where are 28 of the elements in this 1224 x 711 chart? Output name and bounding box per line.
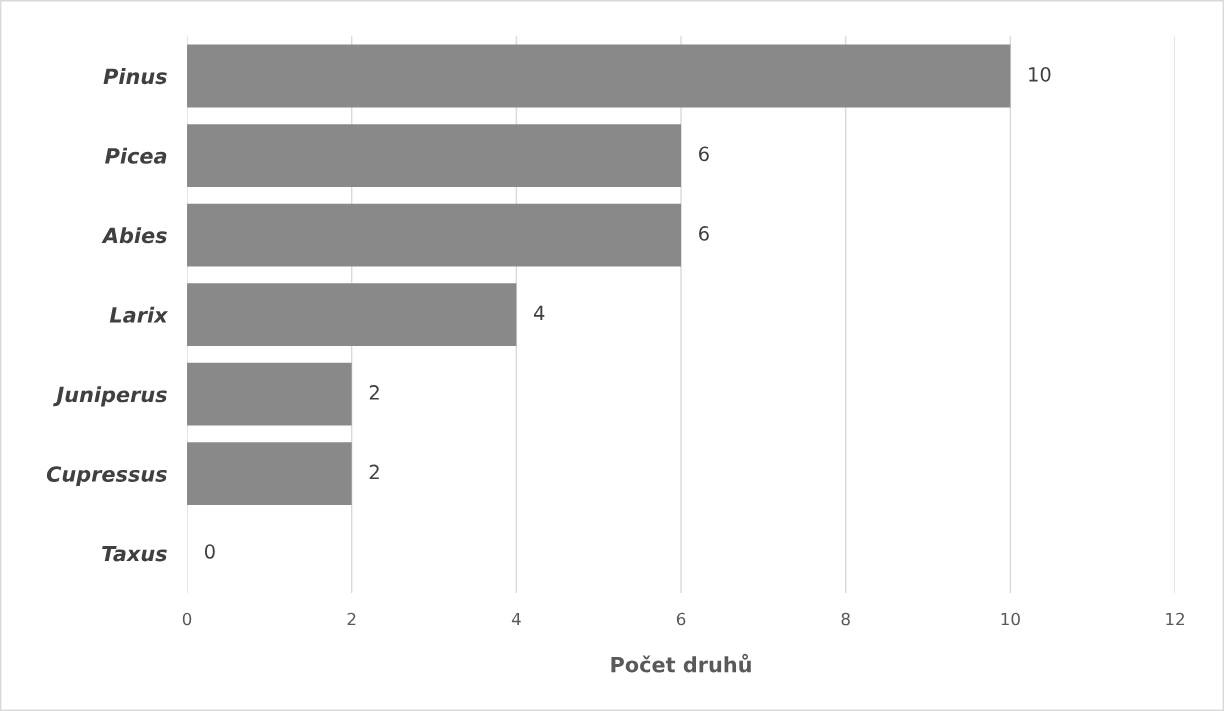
x-tick-label: 8 bbox=[841, 612, 850, 626]
data-label: 2 bbox=[369, 464, 379, 480]
data-label: 0 bbox=[204, 544, 215, 559]
y-tick-label: Taxus bbox=[102, 545, 167, 562]
y-tick-label: Abies bbox=[101, 227, 167, 244]
x-tick-label: 6 bbox=[676, 612, 686, 626]
bar bbox=[187, 442, 352, 506]
bar bbox=[187, 203, 682, 267]
y-tick-label: Pinus bbox=[103, 68, 167, 85]
y-tick-label: Picea bbox=[105, 147, 167, 164]
data-label: 10 bbox=[1029, 66, 1051, 82]
bar bbox=[187, 44, 1011, 108]
x-tick-label: 0 bbox=[182, 612, 192, 626]
y-tick-label: Cupressus bbox=[46, 466, 167, 486]
y-tick-label: Larix bbox=[109, 306, 169, 323]
y-tick-label: Juniperus bbox=[53, 386, 167, 407]
bar bbox=[187, 362, 352, 426]
x-tick-label: 2 bbox=[347, 612, 356, 626]
bar bbox=[187, 283, 517, 347]
x-tick-label: 4 bbox=[511, 612, 521, 626]
x-tick-label: 12 bbox=[1166, 612, 1184, 626]
data-label: 2 bbox=[369, 385, 379, 400]
x-tick-label: 10 bbox=[1001, 612, 1020, 626]
data-label: 6 bbox=[699, 146, 709, 162]
data-label: 4 bbox=[533, 305, 545, 320]
data-label: 6 bbox=[699, 226, 709, 241]
x-axis-title: Počet druhů bbox=[611, 653, 751, 673]
bar bbox=[187, 124, 682, 187]
